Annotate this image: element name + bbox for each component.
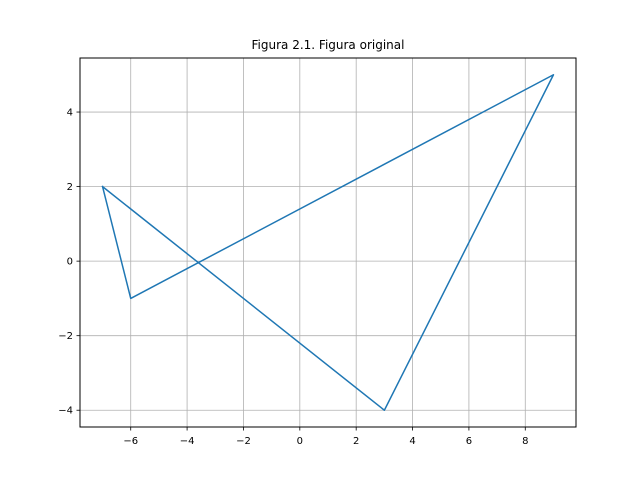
x-tick-label: 2 xyxy=(353,436,359,447)
y-axis: −4 −2 0 2 4 xyxy=(58,108,80,417)
y-tick-label: 4 xyxy=(67,108,73,119)
x-tick-label: 8 xyxy=(522,436,528,447)
y-tick-label: −4 xyxy=(58,406,73,417)
series-layer xyxy=(101,74,555,411)
y-tick-label: 0 xyxy=(67,257,73,268)
x-axis: −6 −4 −2 0 2 4 6 8 xyxy=(123,427,528,447)
x-tick-label: 4 xyxy=(409,436,415,447)
x-tick-label: 6 xyxy=(466,436,472,447)
x-tick-label: −6 xyxy=(123,436,138,447)
x-tick-label: 0 xyxy=(297,436,303,447)
plot-frame xyxy=(79,57,577,428)
y-tick-label: −2 xyxy=(58,331,73,342)
y-tick-label: 2 xyxy=(67,182,73,193)
x-tick-label: −4 xyxy=(180,436,195,447)
grid xyxy=(80,58,576,427)
series-line xyxy=(101,74,555,411)
chart-title: Figura 2.1. Figura original xyxy=(252,38,405,52)
x-tick-label: −2 xyxy=(236,436,251,447)
